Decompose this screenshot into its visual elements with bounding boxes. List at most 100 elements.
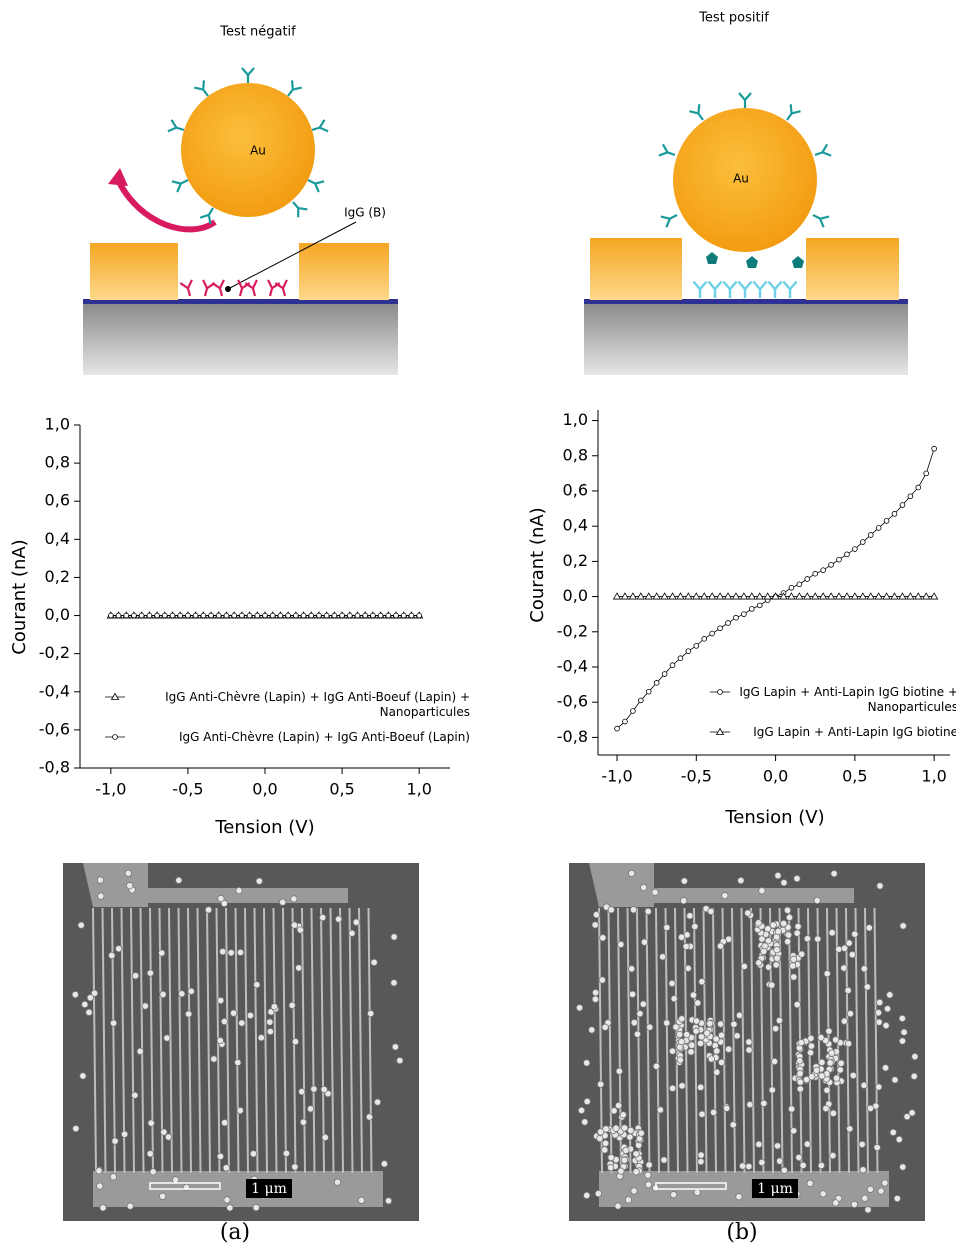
nanoparticle <box>652 1062 661 1070</box>
antibody-shape <box>237 279 251 297</box>
nanoparticle <box>860 1081 868 1089</box>
nanoparticle <box>230 1009 238 1017</box>
nanoparticle <box>886 991 894 999</box>
antibody-shape <box>311 119 329 133</box>
point-marker <box>731 592 741 600</box>
nanoparticle <box>678 1082 686 1090</box>
finger <box>187 907 192 1174</box>
x-tick-label: 1,0 <box>921 767 946 786</box>
nanoparticle <box>863 983 871 991</box>
nanoparticle <box>874 1009 883 1017</box>
biotin <box>706 252 718 264</box>
antibody <box>767 280 783 298</box>
nanoparticle <box>796 1078 804 1086</box>
nanoparticle <box>773 1142 782 1150</box>
point-marker <box>385 612 392 619</box>
nanoparticle <box>617 1167 625 1175</box>
nanoparticle <box>639 1000 647 1008</box>
point-marker <box>628 592 638 600</box>
nanoparticle <box>90 989 99 997</box>
antibody-shape <box>722 280 738 298</box>
nanoparticle <box>717 1058 726 1067</box>
nanoparticle <box>840 1017 848 1025</box>
nanoparticle <box>115 945 123 953</box>
finger <box>149 907 154 1174</box>
nanoparticle <box>730 1020 738 1028</box>
nanoparticle <box>298 1088 306 1096</box>
diagram-title: Test négatif <box>219 25 296 40</box>
nanoparticle <box>591 921 599 929</box>
y-tick-label: 1,0 <box>45 415 70 434</box>
point-marker <box>693 643 700 649</box>
particle-label: Au <box>733 172 749 186</box>
point-marker <box>161 612 168 619</box>
nanoparticle <box>693 1188 701 1196</box>
pointer-line <box>227 221 357 290</box>
nanoparticle <box>825 1027 833 1035</box>
nanoparticle <box>160 1128 168 1136</box>
point-marker <box>612 592 622 600</box>
antibody <box>692 280 708 298</box>
antibody-shape <box>167 119 185 133</box>
nanoparticle <box>131 1091 139 1099</box>
antibody-shape <box>692 280 708 298</box>
nanoparticle <box>266 1018 274 1026</box>
legend-label: IgG Lapin + Anti-Lapin IgG biotine <box>753 725 956 739</box>
point-marker <box>620 592 630 600</box>
nanoparticle <box>796 1057 804 1065</box>
nanoparticle <box>592 989 600 997</box>
scale-bar <box>149 1182 221 1190</box>
point-marker <box>883 518 890 524</box>
nanoparticle <box>780 1166 788 1175</box>
antibody <box>199 207 214 225</box>
nanoparticle <box>776 1157 784 1165</box>
nanoparticle <box>299 1118 308 1126</box>
nanoparticle <box>861 1194 869 1202</box>
nanoparticle <box>660 1156 668 1164</box>
sem-image <box>63 863 419 1221</box>
finger <box>168 907 173 1174</box>
nanoparticle <box>789 962 797 970</box>
y-tick-label: -0,2 <box>39 643 70 662</box>
x-axis-label: Tension (V) <box>724 807 824 828</box>
substrate <box>584 303 908 375</box>
point-marker <box>931 445 937 452</box>
nanoparticle <box>865 924 873 932</box>
point-marker <box>231 612 237 619</box>
antibody-shape <box>814 143 832 157</box>
nanoparticle <box>745 1038 753 1046</box>
point-marker <box>108 612 114 619</box>
finger <box>740 907 746 1174</box>
antibody <box>267 279 281 297</box>
nanoparticle <box>159 1192 167 1200</box>
nanoparticle <box>703 1029 711 1037</box>
finger <box>120 907 126 1174</box>
nanoparticle <box>813 896 821 905</box>
point-marker <box>906 592 915 600</box>
x-tick-label: 0,0 <box>252 780 277 799</box>
nanoparticle <box>646 1023 654 1031</box>
point-marker <box>923 470 930 477</box>
nanoparticle <box>390 979 398 987</box>
antibody <box>738 92 752 108</box>
point-marker <box>400 612 407 619</box>
point-marker <box>739 592 749 600</box>
electrode-pad <box>599 1171 889 1207</box>
nanoparticle <box>628 869 636 877</box>
point-marker <box>804 576 811 582</box>
nanoparticle <box>828 929 836 937</box>
nanoparticle <box>136 1047 144 1055</box>
point-marker <box>630 708 636 714</box>
y-tick-label: 0,8 <box>563 445 588 464</box>
finger <box>358 907 363 1174</box>
point-marker <box>393 612 399 619</box>
point-marker <box>891 511 898 517</box>
nanoparticle <box>859 1166 867 1174</box>
nanoparticle <box>850 1200 858 1209</box>
point-marker <box>293 612 299 619</box>
point-marker <box>208 612 214 619</box>
antibody <box>274 279 288 297</box>
nanoparticle <box>738 1162 747 1170</box>
x-tick-label: -0,5 <box>172 780 203 799</box>
nanoparticle <box>668 979 676 988</box>
